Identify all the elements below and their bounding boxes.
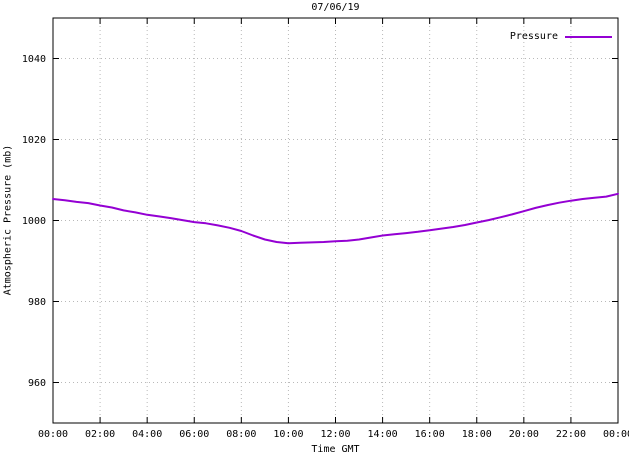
- x-tick-label: 00:00: [38, 429, 68, 440]
- chart-title: 07/06/19: [311, 2, 360, 13]
- x-tick-label: 20:00: [509, 429, 539, 440]
- y-tick-label: 1000: [22, 216, 46, 227]
- x-tick-label: 06:00: [179, 429, 209, 440]
- x-tick-label: 18:00: [462, 429, 492, 440]
- x-tick-label: 00:00: [603, 429, 629, 440]
- x-tick-label: 14:00: [368, 429, 398, 440]
- y-tick-label: 980: [28, 297, 46, 308]
- x-tick-label: 02:00: [85, 429, 115, 440]
- x-axis-label: Time GMT: [311, 444, 360, 455]
- x-tick-label: 16:00: [415, 429, 445, 440]
- x-tick-label: 10:00: [273, 429, 303, 440]
- x-tick-label: 12:00: [320, 429, 350, 440]
- legend: Pressure: [510, 31, 612, 42]
- y-tick-label: 1040: [22, 54, 46, 65]
- x-tick-label: 04:00: [132, 429, 162, 440]
- legend-line-sample: [565, 35, 612, 38]
- y-tick-label: 1020: [22, 135, 46, 146]
- x-tick-label: 08:00: [226, 429, 256, 440]
- pressure-line: [52, 192, 619, 245]
- y-tick-label: 960: [28, 378, 46, 389]
- legend-label-pressure: Pressure: [509, 31, 558, 42]
- y-axis-label: Atmospheric Pressure (mb): [2, 144, 14, 296]
- plot-border: [52, 17, 619, 424]
- x-tick-label: 22:00: [556, 429, 586, 440]
